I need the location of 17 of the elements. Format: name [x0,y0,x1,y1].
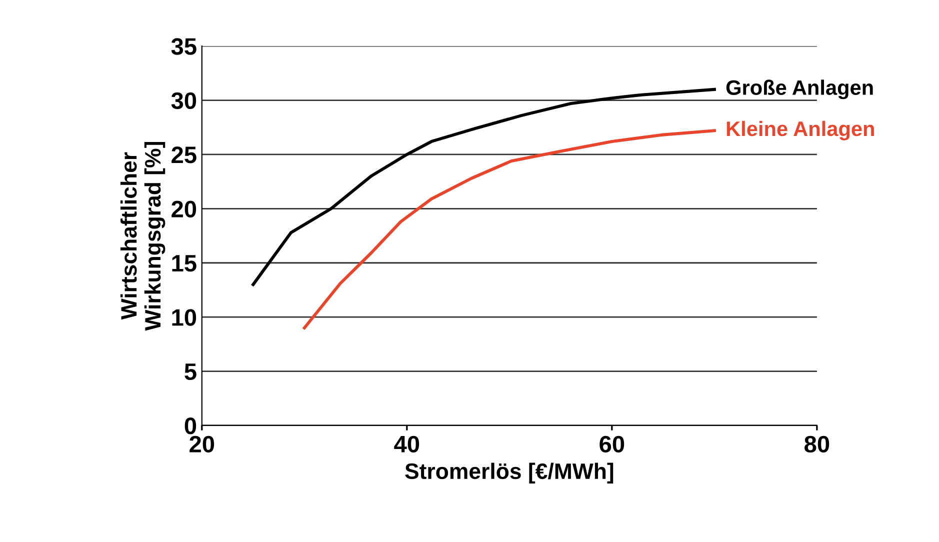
y-axis-title: Wirtschaftlicher Wirkungsgrad [%] [120,142,166,331]
series-label: Große Anlagen [726,80,873,100]
x-tick-label: 80 [804,436,830,453]
y-tick-label: 10 [172,309,196,326]
y-tick-label: 15 [172,255,196,272]
x-tick-label: 40 [394,436,420,453]
y-tick-label: 25 [172,146,196,164]
x-tick-label: 60 [600,436,624,453]
y-tick-label: 35 [171,38,196,55]
line-series [252,88,716,286]
y-tick-label: 5 [184,364,196,380]
series-label: Kleine Anlagen [726,120,874,140]
line-series [302,129,716,330]
x-axis-title: Stromerlös [€/MWh] [405,462,614,484]
y-tick-label: 0 [184,418,196,434]
y-tick-label: 20 [172,200,196,218]
y-tick-label: 30 [171,92,196,110]
